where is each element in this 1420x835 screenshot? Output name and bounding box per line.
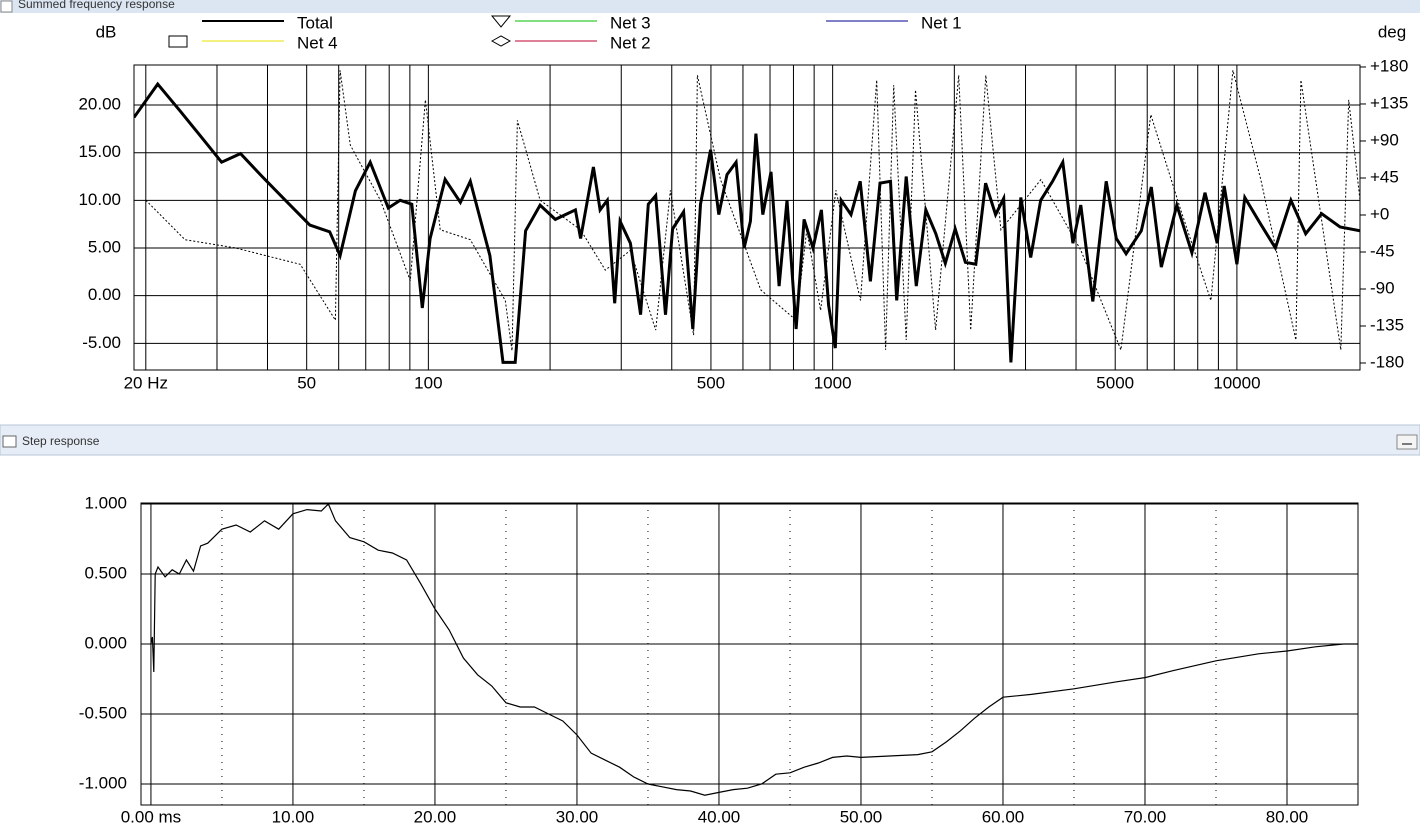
x-tick-label: 5000 xyxy=(1096,373,1134,392)
data-line xyxy=(134,81,1360,364)
x-tick-label: 40.00 xyxy=(698,807,741,826)
title-bar xyxy=(0,424,1420,456)
x-tick-label: 50.00 xyxy=(840,807,883,826)
legend-marker xyxy=(168,35,188,48)
x-tick-label: 70.00 xyxy=(1124,807,1167,826)
legend-marker xyxy=(490,15,512,28)
y2-tick-label: -90 xyxy=(1370,278,1395,297)
minimize-button[interactable] xyxy=(1396,434,1418,450)
y-tick-label: 15.00 xyxy=(78,142,121,161)
legend-marker xyxy=(490,35,512,47)
title-bar xyxy=(0,0,1420,13)
y2-tick-label: +180 xyxy=(1370,56,1408,75)
y-tick-label: 10.00 xyxy=(78,190,121,209)
x-tick-label: 100 xyxy=(414,373,442,392)
window-title: Summed frequency response xyxy=(18,0,175,11)
data-line xyxy=(150,503,1358,796)
y-axis-label: dB xyxy=(96,22,117,41)
y2-tick-label: +135 xyxy=(1370,93,1408,112)
x-tick-label: 10.00 xyxy=(272,807,315,826)
y-tick-label: 5.00 xyxy=(88,237,121,256)
y2-tick-label: -135 xyxy=(1370,315,1404,334)
x-tick-label: 20 Hz xyxy=(124,373,168,392)
y-tick-label: 0.00 xyxy=(88,285,121,304)
x-tick-label: 0.00 ms xyxy=(121,807,181,826)
legend-label: Net 2 xyxy=(610,33,651,52)
x-tick-label: 30.00 xyxy=(556,807,599,826)
y2-tick-label: +90 xyxy=(1370,130,1399,149)
x-tick-label: 80.00 xyxy=(1266,807,1309,826)
y-tick-label: -1.000 xyxy=(79,773,127,792)
x-tick-label: 10000 xyxy=(1213,373,1260,392)
y-tick-label: 0.500 xyxy=(84,563,127,582)
x-tick-label: 50 xyxy=(297,373,316,392)
legend-label: Net 3 xyxy=(610,13,651,32)
legend-label: Net 4 xyxy=(297,33,338,52)
x-tick-label: 500 xyxy=(697,373,725,392)
y-tick-label: 0.000 xyxy=(84,633,127,652)
window-title: Step response xyxy=(22,434,100,448)
y-tick-label: -0.500 xyxy=(79,703,127,722)
y-tick-label: 20.00 xyxy=(78,95,121,114)
legend-label: Total xyxy=(297,13,333,32)
legend-label: Net 1 xyxy=(921,13,962,32)
y-tick-label: 1.000 xyxy=(84,493,127,512)
y2-tick-label: -180 xyxy=(1370,352,1404,371)
data-line xyxy=(145,70,1360,352)
y2-tick-label: -45 xyxy=(1370,241,1395,260)
y2-tick-label: +0 xyxy=(1370,204,1389,223)
y2-tick-label: +45 xyxy=(1370,167,1399,186)
y-tick-label: -5.00 xyxy=(82,333,121,352)
x-tick-label: 60.00 xyxy=(982,807,1025,826)
window-icon xyxy=(2,435,17,448)
window-icon xyxy=(0,0,13,13)
plot-area xyxy=(133,64,1361,371)
x-tick-label: 1000 xyxy=(814,373,852,392)
y2-axis-label: deg xyxy=(1378,22,1406,41)
plot-area xyxy=(140,502,1359,806)
x-tick-label: 20.00 xyxy=(414,807,457,826)
